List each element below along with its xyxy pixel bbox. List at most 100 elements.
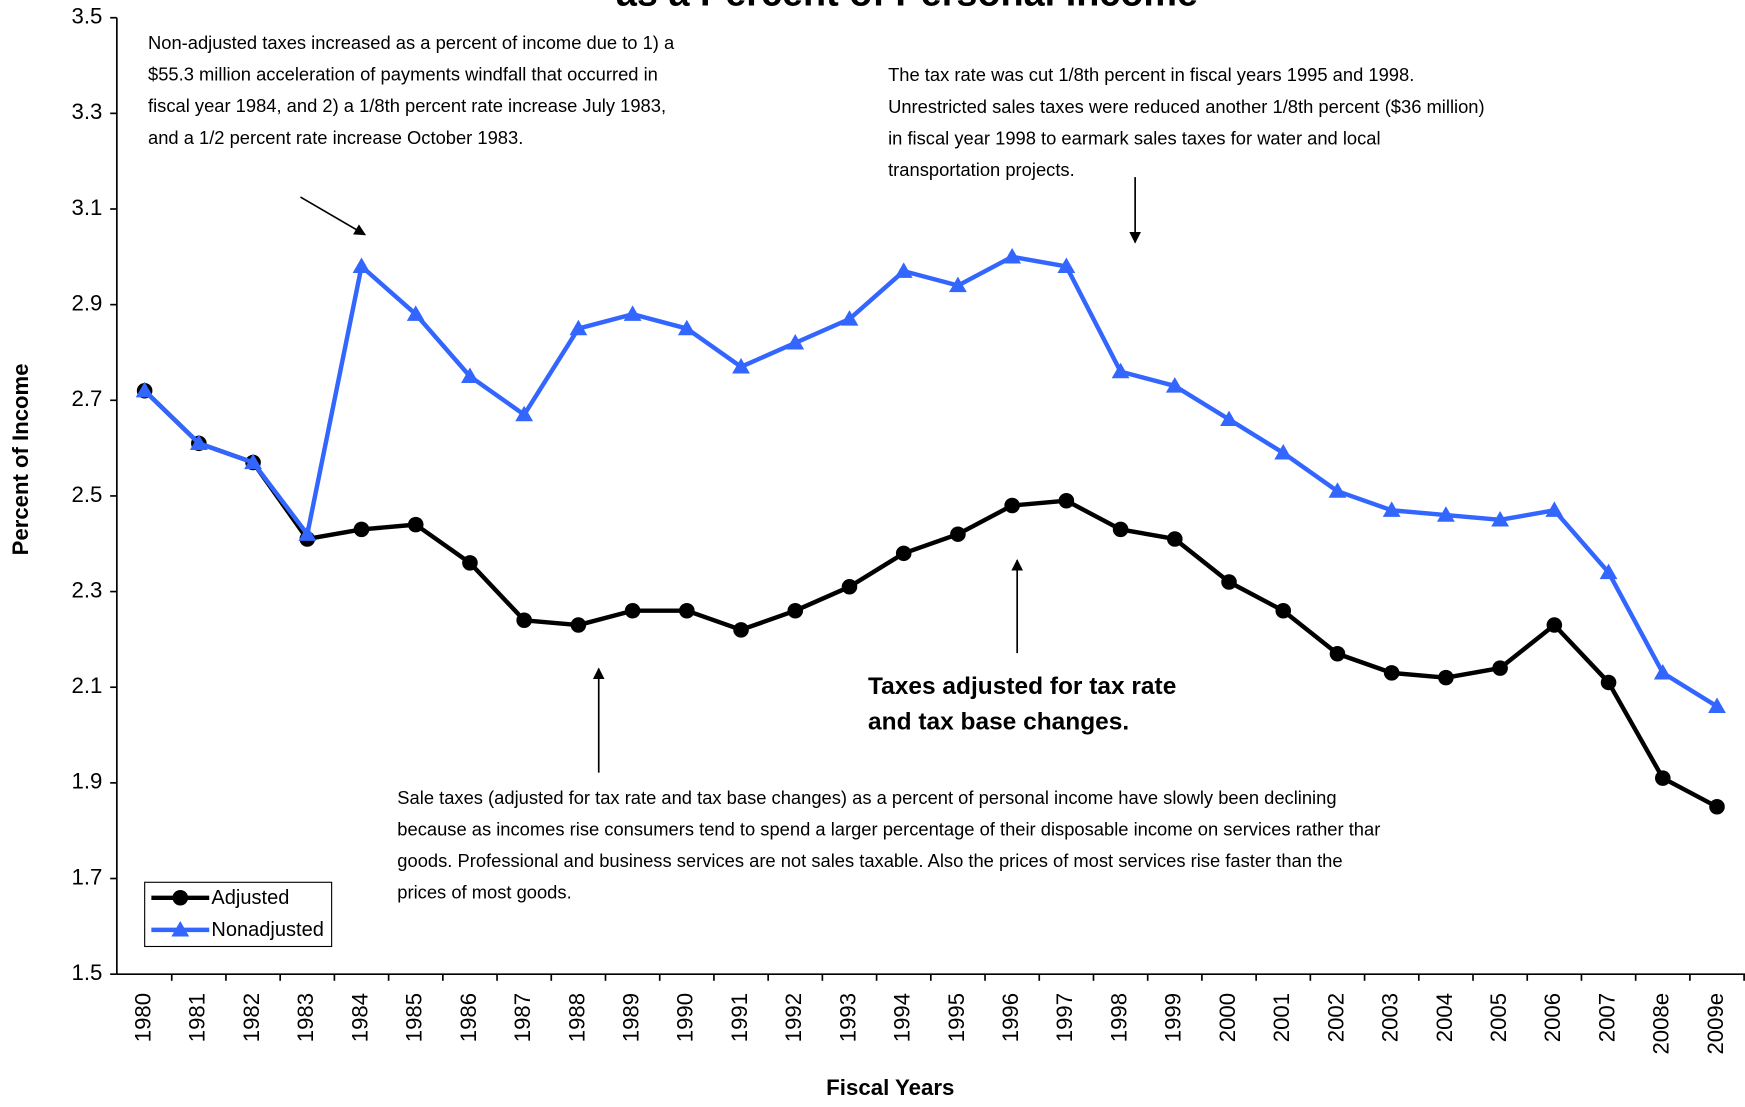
data-point [189,434,208,450]
annotation: Sale taxes (adjusted for tax rate and ta… [397,787,1336,808]
y-tick-label: 2.5 [71,482,102,507]
y-tick-label: 1.7 [71,864,102,889]
data-point [1165,377,1184,393]
data-point [1654,770,1671,786]
series-line [143,254,1719,709]
data-point [1383,665,1400,681]
data-point [244,453,262,470]
x-tick-label: 1988 [564,993,589,1042]
x-tick-label: 1984 [347,993,372,1042]
annotation: transportation projects. [888,159,1075,180]
annotation: fiscal year 1984, and 2) a 1/8th percent… [148,95,666,116]
data-point [1436,506,1455,522]
data-point [462,555,478,571]
x-tick-label: 1995 [944,993,969,1042]
data-point [1058,492,1075,509]
data-point [1653,664,1672,680]
data-point [1709,799,1725,815]
data-point [895,545,912,562]
data-point [950,526,966,542]
data-point [677,319,696,336]
series-line [143,389,1719,809]
x-tick-label: 1982 [239,993,264,1042]
data-point [1003,247,1022,264]
data-point [352,257,371,274]
data-point [949,276,967,293]
x-tick-label: 1983 [293,993,318,1042]
x-tick-label: 2008e [1649,993,1674,1055]
data-point [1328,482,1347,498]
y-tick-label: 2.9 [71,291,102,316]
x-tick-label: 1994 [890,993,915,1042]
data-point [1600,674,1617,691]
data-point [298,525,317,541]
x-tick-label: 2001 [1269,993,1294,1042]
data-point [1057,257,1076,274]
annotation: prices of most goods. [397,882,571,903]
data-point [1275,602,1292,619]
x-tick-label: 2004 [1432,993,1457,1042]
y-tick-label: 3.5 [71,4,102,29]
x-tick-label: 2000 [1215,993,1240,1042]
y-axis-title: Percent of Income [8,363,33,555]
data-point [732,357,750,374]
annotation: Non-adjusted taxes increased as a percen… [148,32,675,53]
x-tick-label: 1987 [510,993,535,1042]
data-point [461,367,479,384]
annotation: goods. Professional and business service… [397,850,1342,871]
annotation: because as incomes rise consumers tend t… [397,819,1380,840]
annotation: $55.3 million acceleration of payments w… [148,64,658,85]
data-point [1492,660,1508,676]
data-point [516,612,532,629]
data-point [406,305,425,321]
y-tick-label: 2.3 [71,577,102,602]
data-point [679,602,695,619]
data-point [623,305,642,321]
x-tick-label: 2005 [1486,993,1511,1042]
data-point [1545,501,1564,517]
annotation: Unrestricted sales taxes were reduced an… [888,96,1485,117]
chart-title: as a Percent of Personal Income [616,0,1198,13]
x-tick-label: 2003 [1378,993,1403,1042]
data-point [1004,497,1020,514]
data-point [1382,501,1401,517]
data-point [1167,531,1183,547]
x-tick-label: 1980 [130,993,155,1042]
x-tick-label: 1990 [673,993,698,1042]
x-tick-label: 2007 [1594,993,1619,1042]
x-tick-label: 1993 [835,993,860,1042]
data-point [894,262,913,278]
x-tick-label: 2009e [1703,993,1728,1055]
x-tick-label: 1989 [618,993,643,1042]
data-point [570,617,587,633]
x-tick-label: 1986 [456,993,481,1042]
x-tick-label: 1996 [998,993,1023,1042]
data-point [569,319,588,336]
data-point [1111,362,1130,379]
legend-marker [172,890,189,906]
y-tick-label: 3.3 [71,99,102,124]
data-point [135,381,154,398]
data-point [1274,444,1293,460]
x-tick-label: 1992 [781,993,806,1042]
data-point [1546,617,1563,633]
data-point [841,579,858,595]
y-tick-label: 1.5 [71,960,102,985]
data-point [1599,563,1618,580]
legend-label: Adjusted [211,887,289,909]
annotation: and tax base changes. [868,708,1129,735]
y-tick-label: 1.9 [71,769,102,794]
arrow [300,196,367,236]
data-point [1221,574,1237,590]
x-tick-label: 1985 [402,993,427,1042]
data-point [787,602,804,619]
x-tick-label: 1997 [1052,993,1077,1042]
x-tick-label: 1999 [1161,993,1186,1042]
data-point [1220,410,1238,427]
x-tick-label: 1998 [1106,993,1131,1042]
data-point [1708,697,1726,713]
y-tick-label: 2.7 [71,386,102,411]
data-point [786,334,805,350]
